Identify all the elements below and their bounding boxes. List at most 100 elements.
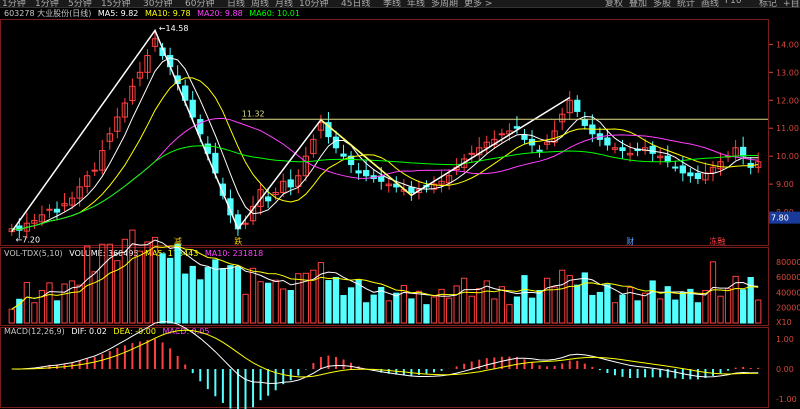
period-tab-14[interactable]: 更多 > <box>464 0 493 9</box>
candle-body <box>559 113 566 123</box>
volume-bar <box>498 286 506 324</box>
volume-bar <box>8 308 15 324</box>
volume-bar <box>491 298 498 324</box>
toolbar-button-0[interactable]: 复权 <box>605 0 624 9</box>
period-tab-1[interactable]: 1分钟 <box>35 0 59 9</box>
volume-bar <box>732 275 739 324</box>
dea-line <box>11 329 759 378</box>
volume-bar <box>513 296 521 324</box>
period-tab-7[interactable]: 周线 <box>251 0 270 9</box>
toolbar-button-3[interactable]: 统计 <box>677 0 696 9</box>
candle-body <box>189 99 196 118</box>
macd-indicator-name: MACD(12,26,9) <box>4 327 65 336</box>
toolbar-button-2[interactable]: 多股 <box>653 0 672 9</box>
candle-body <box>61 203 68 207</box>
volume-bar <box>378 286 385 324</box>
vol-ma5-line <box>11 239 759 310</box>
candle-body <box>604 137 611 146</box>
volume-bar <box>740 289 747 324</box>
volume-bar <box>694 302 702 324</box>
candle-body <box>53 208 61 213</box>
candle-body <box>257 189 264 207</box>
candle-body <box>197 119 204 135</box>
candle-body <box>709 166 717 174</box>
vol-indicator-name: VOL-TDX(5,10) <box>4 249 63 258</box>
volume-bar <box>363 302 370 324</box>
candle-body <box>182 85 189 101</box>
volume-bar <box>445 297 453 324</box>
period-tab-12[interactable]: 年线 <box>407 0 426 9</box>
candle-body <box>385 183 392 187</box>
ma60-line <box>11 145 759 231</box>
volume-bar <box>136 250 144 324</box>
volume-bar <box>574 284 581 324</box>
volume-bar <box>423 304 430 324</box>
volume-bar <box>453 285 460 324</box>
period-tab-8[interactable]: 月线 <box>275 0 294 9</box>
period-tab-10[interactable]: 45日线 <box>341 0 371 9</box>
period-tab-13[interactable]: 多周期 <box>431 0 459 9</box>
volume-bar <box>717 295 724 324</box>
toolbar-button-5[interactable]: F10 <box>725 0 742 6</box>
period-tab-6[interactable]: 日线 <box>227 0 246 9</box>
toolbar-button-1[interactable]: 叠加 <box>629 0 648 9</box>
toolbar-button-4[interactable]: 画线 <box>701 0 720 9</box>
volume-bar <box>634 300 641 324</box>
volume-bar <box>212 259 219 324</box>
period-tab-11[interactable]: 季线 <box>383 0 402 9</box>
dea-value: DEA: -0.00 <box>113 327 156 336</box>
candle-body <box>325 122 332 138</box>
volume-bar <box>197 279 204 324</box>
volume-bar <box>23 281 30 324</box>
candle-body <box>574 99 581 112</box>
candle-body <box>31 219 38 224</box>
volume-bar <box>385 300 392 324</box>
trend-segment <box>320 119 412 196</box>
candle-body <box>114 116 121 132</box>
candle-body <box>287 179 294 188</box>
candle-body <box>272 191 279 196</box>
ma10-line <box>11 77 759 231</box>
volume-bar <box>664 286 671 324</box>
volume-bar <box>129 229 136 324</box>
volume-bar <box>174 243 181 324</box>
volume-bar <box>310 269 317 324</box>
volume-bar <box>400 285 407 324</box>
candle-body <box>445 175 453 184</box>
volume-bar <box>476 288 483 324</box>
volume-bar <box>702 290 709 324</box>
volume-bar <box>641 292 649 324</box>
candle-body <box>242 222 249 225</box>
candle-body <box>99 150 106 171</box>
toolbar-button-6[interactable]: 标记 <box>759 0 778 9</box>
volume-bar <box>204 267 211 324</box>
period-tab-3[interactable]: 15分钟 <box>101 0 131 9</box>
period-tab-5[interactable]: 60分钟 <box>185 0 215 9</box>
volume-bar <box>672 299 679 324</box>
candle-body <box>310 138 317 155</box>
period-tab-0[interactable]: 1分钟 <box>2 0 26 9</box>
volume-bar <box>16 298 23 324</box>
toolbar-button-7[interactable]: +自选 <box>783 0 800 9</box>
volume-bar <box>724 288 732 324</box>
candle-body <box>408 186 415 193</box>
event-marker: 冻融 <box>709 236 725 246</box>
ma20-value: MA20: 9.88 <box>197 9 243 18</box>
volume-bar <box>543 277 551 324</box>
period-tab-2[interactable]: 5分钟 <box>68 0 92 9</box>
candle-body <box>657 155 664 159</box>
low-label: ←7.20 <box>16 235 41 244</box>
period-tab-9[interactable]: 10分钟 <box>299 0 329 9</box>
vol-unit-label: X10 <box>776 318 792 327</box>
ma10-value: MA10: 9.78 <box>144 9 191 18</box>
volume-bar <box>506 304 513 324</box>
volume-bar <box>626 286 634 324</box>
candle-body <box>626 152 634 156</box>
event-marker: 减 <box>174 236 182 246</box>
period-tab-4[interactable]: 30分钟 <box>143 0 173 9</box>
volume-bar <box>461 277 468 324</box>
candle-body <box>280 180 287 193</box>
volume-bar <box>249 267 257 324</box>
candle-body <box>740 146 747 157</box>
